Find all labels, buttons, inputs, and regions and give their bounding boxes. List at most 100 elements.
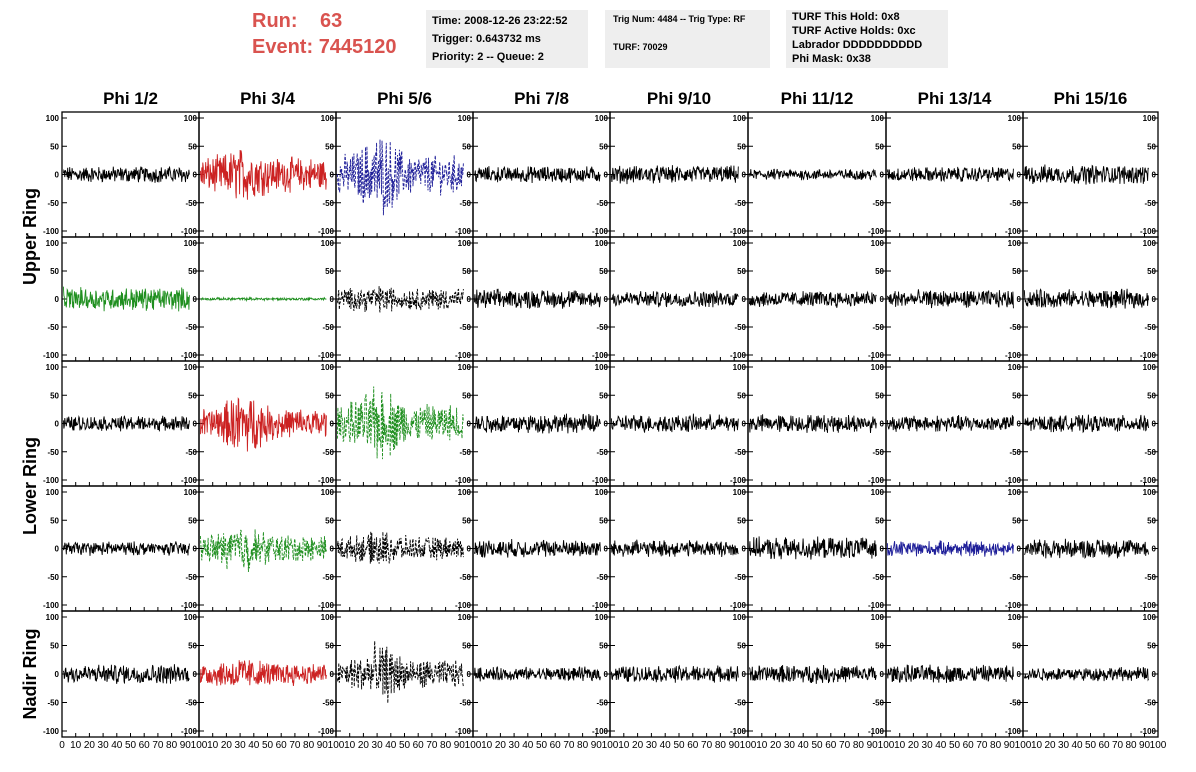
y-tick-label: 50	[462, 391, 471, 400]
y-tick-label: 50	[188, 516, 197, 525]
y-tick-label: 50	[875, 516, 884, 525]
y-tick-label: 100	[871, 239, 885, 248]
y-tick-label: 0	[467, 670, 472, 679]
y-tick-label: 100	[871, 114, 885, 123]
y-tick-label: -100	[455, 351, 472, 360]
y-tick-label: -50	[459, 699, 471, 708]
y-tick-label: 100	[46, 239, 60, 248]
x-tick-label: 70	[289, 740, 301, 751]
panel-r4-c3: -100 -50 0 50 100	[335, 485, 474, 612]
y-tick-label: -50	[1009, 323, 1021, 332]
y-tick-label: -50	[322, 199, 334, 208]
panel-r2-c4: -100 -50 0 50 100	[472, 236, 611, 362]
priority-text: Priority: 2 -- Queue: 2	[432, 51, 544, 63]
y-tick-label: 100	[184, 239, 198, 248]
y-tick-label: -50	[734, 448, 746, 457]
y-tick-label: -50	[185, 699, 197, 708]
x-tick-label: 30	[235, 740, 247, 751]
waveform-trace	[336, 640, 464, 704]
y-tick-label: 50	[50, 142, 59, 151]
x-tick-label: 70	[701, 740, 713, 751]
y-tick-label: -100	[730, 476, 747, 485]
x-tick-label: 50	[811, 740, 823, 751]
x-tick-label: 60	[687, 740, 699, 751]
y-tick-label: 0	[467, 295, 472, 304]
y-tick-label: -50	[185, 199, 197, 208]
x-tick-label: 80	[577, 740, 589, 751]
y-tick-label: 50	[325, 142, 334, 151]
x-tick-label: 100	[1015, 740, 1032, 751]
waveform-trace	[473, 166, 601, 184]
x-tick-label: 60	[550, 740, 562, 751]
y-tick-label: 50	[1147, 267, 1156, 276]
waveform-trace	[62, 541, 190, 556]
y-tick-label: 0	[193, 295, 198, 304]
y-tick-label: 50	[737, 391, 746, 400]
event-value: 7445120	[318, 36, 397, 58]
y-tick-label: 100	[871, 613, 885, 622]
panel-r4-c6: -100 -50 0 50 100	[747, 485, 887, 612]
y-tick-label: -100	[730, 227, 747, 236]
y-tick-label: -50	[1144, 448, 1156, 457]
y-tick-label: 50	[50, 516, 59, 525]
x-tick-label: 50	[262, 740, 274, 751]
panel-r4-c1: -100 -100 -50 -50 0 0 50 50 100 100	[43, 485, 200, 612]
y-tick-label: 0	[742, 171, 747, 180]
y-tick-label: -100	[730, 601, 747, 610]
x-tick-label: 50	[949, 740, 961, 751]
x-tick-label: 40	[660, 740, 672, 751]
y-tick-label: -100	[43, 351, 60, 360]
y-tick-label: 0	[330, 670, 335, 679]
y-tick-label: 0	[330, 171, 335, 180]
y-tick-label: -50	[1009, 699, 1021, 708]
y-tick-label: -100	[868, 601, 885, 610]
y-tick-label: -50	[459, 573, 471, 582]
y-tick-label: 0	[1152, 670, 1157, 679]
x-tick-label: 50	[673, 740, 685, 751]
y-tick-label: 0	[55, 295, 60, 304]
y-tick-label: 0	[1152, 171, 1157, 180]
waveform-trace	[336, 139, 464, 216]
labrador-text: Labrador DDDDDDDDDD	[792, 39, 923, 51]
x-tick-label: 10	[344, 740, 356, 751]
waveform-trace	[473, 538, 601, 558]
y-tick-label: -50	[596, 573, 608, 582]
y-tick-label: -100	[592, 476, 609, 485]
x-tick-label: 80	[990, 740, 1002, 751]
y-tick-label: 50	[325, 642, 334, 651]
x-tick-label: 40	[522, 740, 534, 751]
x-tick-label: 10	[207, 740, 219, 751]
panel-r4-c5: -100 -50 0 50 100	[609, 485, 749, 612]
y-tick-label: 100	[595, 488, 609, 497]
y-tick-label: 0	[1152, 545, 1157, 554]
x-tick-label: 0	[59, 740, 65, 751]
panel-r1-c7: -100 -50 0 50 100	[885, 111, 1024, 238]
y-tick-label: 100	[184, 363, 198, 372]
y-tick-label: 0	[880, 295, 885, 304]
y-tick-label: 50	[188, 391, 197, 400]
x-tick-label: 80	[1125, 740, 1137, 751]
x-tick-label: 20	[84, 740, 96, 751]
y-tick-label: -50	[1144, 323, 1156, 332]
y-tick-label: 100	[595, 363, 609, 372]
y-tick-label: 0	[193, 670, 198, 679]
y-tick-label: -100	[1005, 601, 1022, 610]
y-tick-label: 50	[1147, 516, 1156, 525]
panel-r3-c7: -100 -50 0 50 100	[885, 360, 1024, 487]
x-tick-label: 80	[440, 740, 452, 751]
x-tick-label: 30	[922, 740, 934, 751]
y-tick-label: -100	[868, 227, 885, 236]
x-tick-label: 90	[180, 740, 192, 751]
panel-r4-c2: -100 -50 0 50 100	[198, 485, 337, 612]
x-tick-label: 90	[454, 740, 466, 751]
waveform-trace	[1024, 414, 1149, 434]
y-tick-label: 50	[1012, 142, 1021, 151]
panel-r3-c1: -100 -100 -50 -50 0 0 50 50 100 100	[43, 360, 200, 487]
x-tick-label: 80	[853, 740, 865, 751]
x-tick-label: 90	[1004, 740, 1016, 751]
y-tick-label: -100	[1005, 727, 1022, 736]
y-tick-label: 50	[1147, 642, 1156, 651]
y-tick-label: 100	[1143, 613, 1157, 622]
